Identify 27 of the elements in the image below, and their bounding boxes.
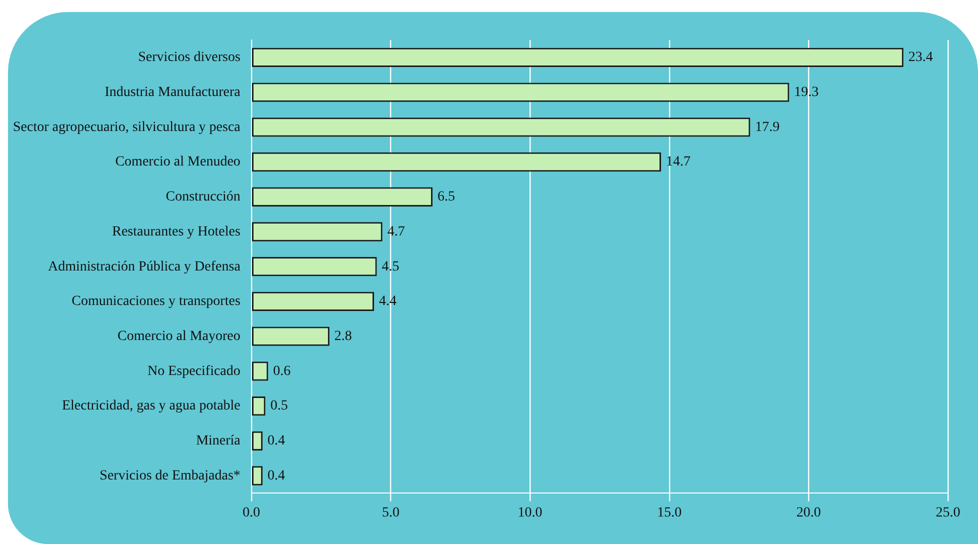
x-tick-label: 15.0 — [657, 505, 682, 520]
y-tick-label: Comercio al Mayoreo — [118, 328, 240, 344]
x-tick-label: 25.0 — [936, 505, 960, 520]
y-tick-label: Industria Manufacturera — [104, 84, 242, 100]
x-tick-label: 5.0 — [382, 505, 400, 520]
data-label: 23.4 — [908, 50, 933, 66]
y-tick-label: Sector agropecuario, silvicultura y pesca — [12, 120, 242, 135]
x-tick-label: 10.0 — [518, 505, 542, 520]
data-label: 0.6 — [273, 364, 291, 379]
y-tick-label: Construcción — [166, 190, 240, 205]
y-tick-label: Servicios de Embajadas* — [100, 468, 240, 484]
y-tick-label: Minería — [196, 434, 242, 449]
y-tick-label: No Especificado — [147, 364, 240, 379]
data-label: 2.8 — [334, 328, 352, 344]
data-label: 6.5 — [438, 190, 456, 205]
y-tick-label: Electricidad, gas y agua potable — [62, 398, 240, 414]
data-label: 0.4 — [268, 468, 286, 484]
y-tick-label: Comercio al Menudeo — [115, 154, 240, 170]
data-label: 0.4 — [268, 434, 286, 449]
y-tick-label: Administración Pública y Defensa — [48, 259, 242, 274]
y-tick-label: Restaurantes y Hoteles — [112, 224, 240, 240]
y-tick-label: Servicios diversos — [138, 50, 240, 66]
x-tick-label: 0.0 — [242, 505, 260, 520]
data-label: 0.5 — [270, 398, 288, 414]
x-tick-label: 20.0 — [796, 505, 821, 520]
data-label: 17.9 — [755, 120, 780, 135]
y-tick-label: Comunicaciones y transportes — [72, 294, 240, 310]
